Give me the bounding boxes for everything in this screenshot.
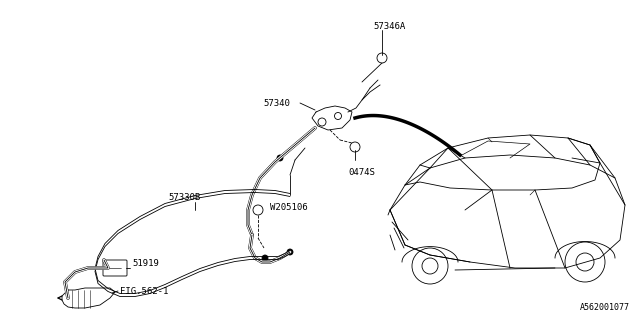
- Circle shape: [287, 249, 293, 255]
- Text: FIG.562-1: FIG.562-1: [120, 286, 168, 295]
- Circle shape: [277, 155, 283, 161]
- Text: 57330B: 57330B: [168, 193, 200, 202]
- Circle shape: [262, 255, 268, 261]
- Text: 57346A: 57346A: [373, 22, 405, 31]
- Text: A562001077: A562001077: [580, 303, 630, 312]
- Text: 57340: 57340: [263, 99, 290, 108]
- Text: 0474S: 0474S: [348, 168, 375, 177]
- Text: W205106: W205106: [270, 203, 308, 212]
- FancyBboxPatch shape: [103, 260, 127, 276]
- Text: 51919: 51919: [132, 260, 159, 268]
